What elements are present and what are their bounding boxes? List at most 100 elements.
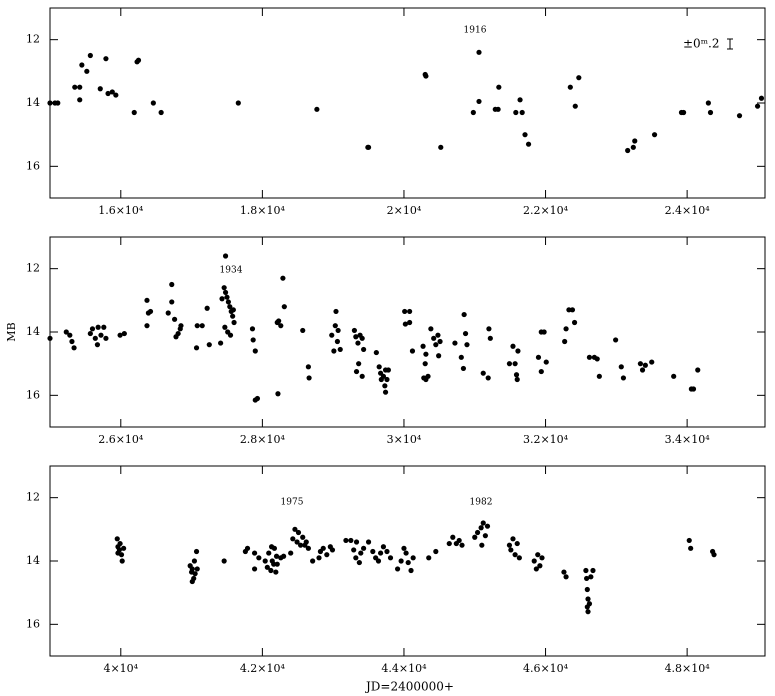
data-point xyxy=(583,567,589,574)
y-tick-label: 14 xyxy=(26,96,40,109)
data-point xyxy=(191,558,198,564)
data-point xyxy=(353,555,359,561)
data-point xyxy=(651,132,658,138)
data-point xyxy=(562,338,568,345)
data-point xyxy=(221,285,227,291)
data-point xyxy=(446,540,452,547)
data-point xyxy=(478,525,484,531)
data-point xyxy=(506,542,513,548)
data-point xyxy=(252,348,258,354)
data-point xyxy=(486,326,492,332)
data-point xyxy=(572,103,578,109)
data-point xyxy=(584,586,590,593)
data-point xyxy=(680,109,687,116)
x-tick-label: 2.2×10⁴ xyxy=(523,204,569,217)
data-point xyxy=(543,359,549,365)
data-point xyxy=(420,343,426,349)
data-point xyxy=(384,376,390,383)
data-point xyxy=(382,389,389,395)
data-point xyxy=(537,563,543,569)
data-point xyxy=(584,575,590,582)
data-point xyxy=(567,84,573,90)
data-point xyxy=(194,323,200,329)
x-tick-label: 4.8×10⁴ xyxy=(665,662,711,675)
data-point xyxy=(531,558,537,564)
data-point xyxy=(189,566,195,572)
data-point xyxy=(171,316,178,322)
data-point xyxy=(320,545,326,551)
data-point xyxy=(686,537,692,544)
data-point xyxy=(512,552,518,558)
data-point xyxy=(353,334,359,340)
data-point xyxy=(642,362,648,368)
data-point xyxy=(281,553,287,559)
x-tick-label: 3×10⁴ xyxy=(387,433,422,446)
data-point xyxy=(409,348,416,354)
data-point xyxy=(585,609,591,615)
data-point xyxy=(244,545,251,551)
data-point xyxy=(300,327,306,334)
data-point xyxy=(356,361,362,367)
x-tick-label: 4.6×10⁴ xyxy=(523,662,569,675)
data-point xyxy=(538,368,544,375)
data-point xyxy=(222,253,229,259)
y-tick-label: 12 xyxy=(26,33,40,46)
data-point xyxy=(135,57,142,63)
data-point xyxy=(535,354,542,360)
data-point xyxy=(101,324,107,330)
data-point xyxy=(114,536,120,542)
data-point xyxy=(150,100,156,106)
data-point xyxy=(533,566,539,572)
data-point xyxy=(281,304,287,310)
data-point xyxy=(365,144,372,150)
data-point xyxy=(403,550,409,556)
data-point xyxy=(382,383,388,389)
data-point xyxy=(290,536,296,542)
data-point xyxy=(522,132,528,138)
data-point xyxy=(402,321,408,327)
data-point xyxy=(462,330,469,337)
data-point xyxy=(736,113,743,119)
data-point xyxy=(618,364,624,370)
data-point xyxy=(310,558,316,564)
data-point xyxy=(300,534,306,540)
data-point xyxy=(510,536,516,542)
data-point xyxy=(77,97,83,103)
data-point xyxy=(276,318,282,324)
data-point xyxy=(515,348,521,354)
data-point xyxy=(69,338,75,345)
data-point xyxy=(353,539,360,545)
data-point xyxy=(55,100,61,106)
data-point xyxy=(458,354,464,360)
data-point xyxy=(333,308,339,315)
data-point xyxy=(113,92,119,98)
data-point xyxy=(487,335,493,341)
data-point xyxy=(356,559,362,566)
data-point xyxy=(314,106,320,112)
data-point xyxy=(370,548,376,555)
data-point xyxy=(131,109,137,116)
data-point xyxy=(705,100,711,106)
data-point xyxy=(613,337,619,343)
x-tick-label: 4.2×10⁴ xyxy=(240,662,286,675)
x-tick-label: 2×10⁴ xyxy=(387,204,422,217)
data-point xyxy=(250,337,256,343)
y-tick-label: 12 xyxy=(26,491,40,504)
x-tick-label: 3.4×10⁴ xyxy=(665,433,711,446)
data-point xyxy=(147,308,154,315)
data-point xyxy=(288,550,294,556)
data-point xyxy=(373,349,379,356)
data-point xyxy=(461,311,467,318)
data-point xyxy=(115,550,121,556)
data-point xyxy=(398,558,404,564)
data-point xyxy=(426,555,432,561)
data-point xyxy=(306,375,312,381)
data-point xyxy=(178,323,184,329)
data-point xyxy=(274,561,280,567)
data-point xyxy=(87,330,93,337)
data-point xyxy=(224,294,230,300)
data-point xyxy=(353,368,360,375)
data-point xyxy=(351,547,357,553)
data-point xyxy=(711,552,717,558)
data-point xyxy=(435,332,441,338)
